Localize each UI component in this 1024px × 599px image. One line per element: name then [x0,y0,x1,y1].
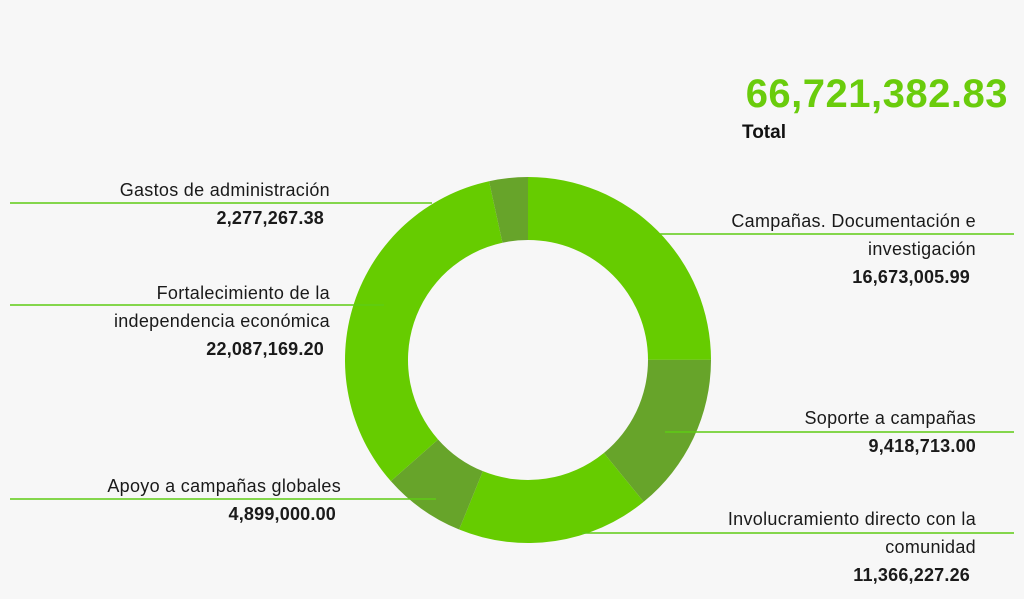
label-fortalecimiento: Fortalecimiento de la independencia econ… [40,279,330,363]
slice-value: 9,418,713.00 [868,436,976,456]
label-soporte-campanas: Soporte a campañas 9,418,713.00 [646,404,976,460]
label-involucramiento-directo: Involucramiento directo con la comunidad… [646,505,976,589]
slice-value: 16,673,005.99 [852,267,970,287]
slice-label-text: Fortalecimiento de la independencia econ… [113,283,330,331]
slice-campanas-documentacion [528,177,711,360]
slice-label-text: Campañas. Documentación e investigación [731,211,976,259]
slice-label-text: Gastos de administración [119,180,330,200]
slice-soporte-campanas [603,359,711,502]
total-value: 66,721,382.83 [745,72,1008,116]
label-apoyo-campanas-globales: Apoyo a campañas globales 4,899,000.00 [0,472,341,528]
label-campanas-documentacion: Campañas. Documentación e investigación … [646,207,976,291]
total-label: Total [742,122,786,143]
slice-value: 2,277,267.38 [216,208,324,228]
slice-fortalecimiento [344,181,503,482]
slice-label-text: Apoyo a campañas globales [107,476,341,496]
slice-involucramiento-directo [459,452,644,543]
slice-gastos-administracion [489,177,528,243]
slice-label-text: Involucramiento directo con la comunidad [727,509,976,557]
slice-label-text: Soporte a campañas [804,408,976,428]
label-gastos-administracion: Gastos de administración 2,277,267.38 [0,176,330,232]
slice-value: 11,366,227.26 [853,565,970,585]
slice-value: 4,899,000.00 [228,504,336,524]
slice-apoyo-campanas-globales [390,439,483,530]
slice-value: 22,087,169.20 [206,339,324,359]
